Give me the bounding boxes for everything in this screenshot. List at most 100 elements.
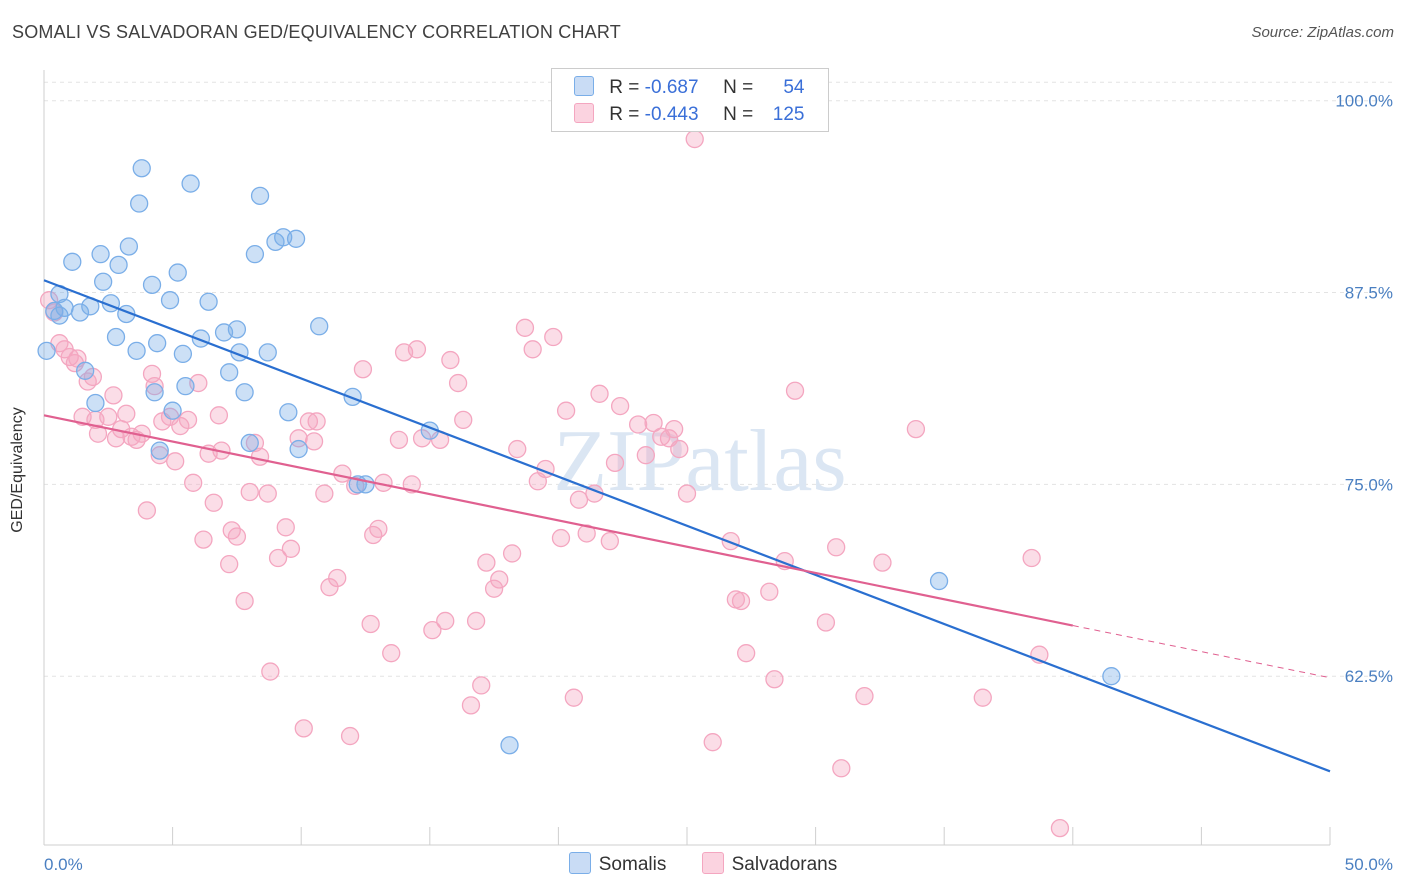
somali-point — [119, 237, 139, 256]
x-tick-label: 50.0% — [1345, 855, 1393, 874]
salvadoran-point — [490, 570, 509, 589]
somali-point — [106, 327, 126, 347]
somali-point — [168, 263, 187, 282]
somalis-points — [37, 159, 1121, 755]
n-label: N = — [723, 77, 754, 98]
salvadoran-point — [515, 318, 535, 337]
salvadoran-point — [204, 493, 223, 512]
salvadoran-point — [855, 686, 874, 706]
salvadoran-point — [382, 644, 401, 663]
salvadoran-point — [564, 688, 583, 707]
salvadoran-point — [636, 446, 655, 465]
salvadoran-point — [227, 527, 247, 546]
salvadoran-point — [569, 490, 589, 509]
somali-point — [142, 275, 162, 295]
salvadoran-point — [245, 433, 265, 453]
somali-point — [356, 475, 375, 494]
somali-point — [70, 303, 90, 322]
somali-point — [163, 401, 182, 420]
salvadoran-point — [677, 484, 697, 503]
salvadoran-point — [407, 340, 427, 359]
salvadoran-point — [220, 555, 239, 574]
somali-point — [343, 387, 362, 407]
somalis-swatch — [568, 852, 591, 874]
somali-point — [127, 341, 146, 360]
salvadoran-point — [906, 419, 926, 439]
salvadoran-point — [423, 620, 442, 640]
somali-point — [145, 383, 164, 402]
salvadoran-point — [466, 611, 486, 631]
somali-point — [250, 186, 270, 205]
salvadoran-point — [721, 531, 740, 551]
salvadoran-point — [454, 410, 473, 430]
salvadoran-point — [369, 519, 388, 539]
salvadoran-point — [737, 644, 756, 663]
legend-item-somalis: Somalis — [568, 852, 666, 876]
legend-label: Salvadorans — [731, 854, 838, 875]
salvadoran-point — [590, 384, 609, 403]
somali-point — [286, 229, 306, 248]
x-tick-label: 0.0% — [44, 855, 83, 874]
somali-point — [109, 255, 128, 275]
salvadoran-point — [166, 452, 185, 471]
legend-row-somalis: R = -0.687 N = 54 — [574, 76, 805, 100]
trend-lines — [43, 279, 1331, 773]
somali-point — [37, 341, 56, 360]
salvadoran-point — [873, 553, 892, 572]
salvadoran-point — [610, 396, 630, 416]
salvadoran-point — [600, 531, 619, 551]
somali-point — [150, 441, 169, 460]
salvadoran-point — [605, 453, 625, 473]
salvadoran-point — [104, 386, 123, 405]
salvadoran-point — [785, 381, 805, 400]
salvadoran-point — [973, 688, 992, 707]
salvadoran-point — [281, 539, 301, 558]
salvadoran-point — [294, 719, 313, 738]
salvadoran-point — [685, 129, 704, 149]
salvadoran-point — [333, 464, 352, 483]
salvadoran-point — [209, 406, 229, 425]
somali-point — [1102, 667, 1121, 686]
salvadoran-point — [178, 410, 198, 430]
salvadoran-point — [523, 340, 542, 359]
n-value: 125 — [772, 104, 805, 125]
salvadoran-point — [551, 528, 571, 548]
salvadoran-point — [412, 429, 432, 448]
salvadoran-point — [436, 611, 455, 631]
r-label: R = — [609, 77, 640, 98]
tick-labels: 62.5% 75.0% 87.5% 100.0% 0.0% 50.0% — [44, 92, 1393, 874]
salvadoran-point — [328, 568, 347, 588]
salvadoran-point — [340, 726, 360, 746]
salvadoran-point — [99, 407, 118, 426]
stats-legend: R = -0.687 N = 54 R = -0.443 N = 125 — [551, 68, 829, 132]
salvadoran-point — [315, 484, 334, 503]
salvadoran-point — [484, 579, 504, 598]
salvadoran-point — [765, 670, 784, 689]
somali-point — [63, 252, 82, 271]
salvadoran-point — [628, 415, 648, 434]
n-label: N = — [723, 104, 754, 125]
somali-point — [86, 393, 105, 413]
somali-point — [94, 272, 113, 291]
y-tick-label: 62.5% — [1345, 667, 1393, 686]
somali-point — [929, 571, 949, 591]
chart-title: SOMALI VS SALVADORAN GED/EQUIVALENCY COR… — [12, 22, 621, 42]
somali-point — [55, 298, 74, 318]
somali-point — [132, 159, 151, 178]
n-value: 54 — [783, 77, 805, 98]
salvadorans-trend-line — [43, 414, 1074, 627]
somali-point — [199, 292, 218, 311]
r-value: -0.687 — [644, 77, 699, 98]
somali-point — [258, 343, 277, 362]
salvadoran-point — [150, 446, 169, 465]
salvadoran-point — [703, 733, 722, 752]
somali-point — [176, 376, 195, 396]
somali-point — [148, 334, 167, 353]
salvadoran-point — [731, 591, 751, 611]
salvadoran-point — [816, 613, 836, 632]
somali-point — [245, 245, 265, 264]
somalis-trend-line — [43, 279, 1331, 773]
series-legend: Somalis Salvadorans — [0, 852, 1406, 876]
salvadoran-point — [307, 412, 326, 431]
